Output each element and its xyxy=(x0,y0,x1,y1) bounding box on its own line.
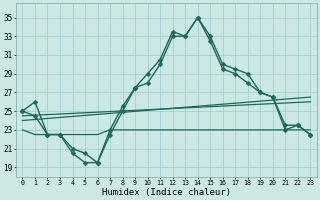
X-axis label: Humidex (Indice chaleur): Humidex (Indice chaleur) xyxy=(102,188,231,197)
